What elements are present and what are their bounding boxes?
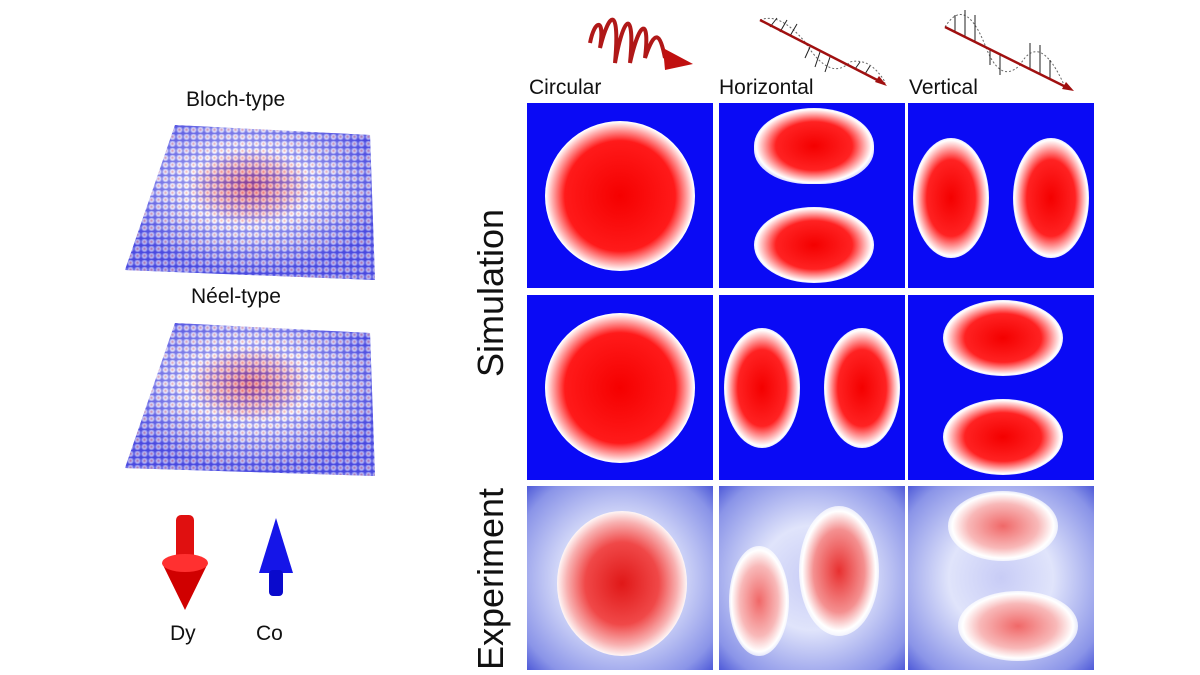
co-arrow-icon bbox=[259, 518, 293, 596]
column-label-vertical: Vertical bbox=[909, 76, 978, 99]
co-label: Co bbox=[256, 622, 283, 645]
sim-vertical-panel-1 bbox=[908, 103, 1094, 288]
dy-label: Dy bbox=[170, 622, 196, 645]
circular-polarization-icon bbox=[588, 17, 693, 70]
sim-circular-panel-2 bbox=[527, 295, 713, 480]
neel-type-label: Néel-type bbox=[191, 285, 281, 308]
sim-vertical-panel-2 bbox=[908, 295, 1094, 480]
column-label-horizontal: Horizontal bbox=[719, 76, 814, 99]
row-label-experiment: Experiment bbox=[470, 487, 511, 671]
bloch-skyrmion-lattice bbox=[125, 125, 375, 280]
exp-horizontal-panel bbox=[719, 486, 905, 670]
column-label-circular: Circular bbox=[529, 76, 602, 99]
bloch-type-label: Bloch-type bbox=[186, 88, 286, 111]
dy-arrow-icon bbox=[162, 515, 208, 610]
exp-circular-panel bbox=[527, 486, 713, 670]
vertical-polarization-icon bbox=[944, 10, 1074, 91]
sim-circular-panel-1 bbox=[527, 103, 713, 288]
sim-horizontal-panel-1 bbox=[719, 103, 905, 288]
sim-horizontal-panel-2 bbox=[719, 295, 905, 480]
exp-vertical-panel bbox=[908, 486, 1094, 670]
row-label-simulation: Simulation bbox=[470, 208, 511, 378]
neel-skyrmion-lattice bbox=[125, 323, 375, 476]
horizontal-polarization-icon bbox=[759, 17, 887, 86]
